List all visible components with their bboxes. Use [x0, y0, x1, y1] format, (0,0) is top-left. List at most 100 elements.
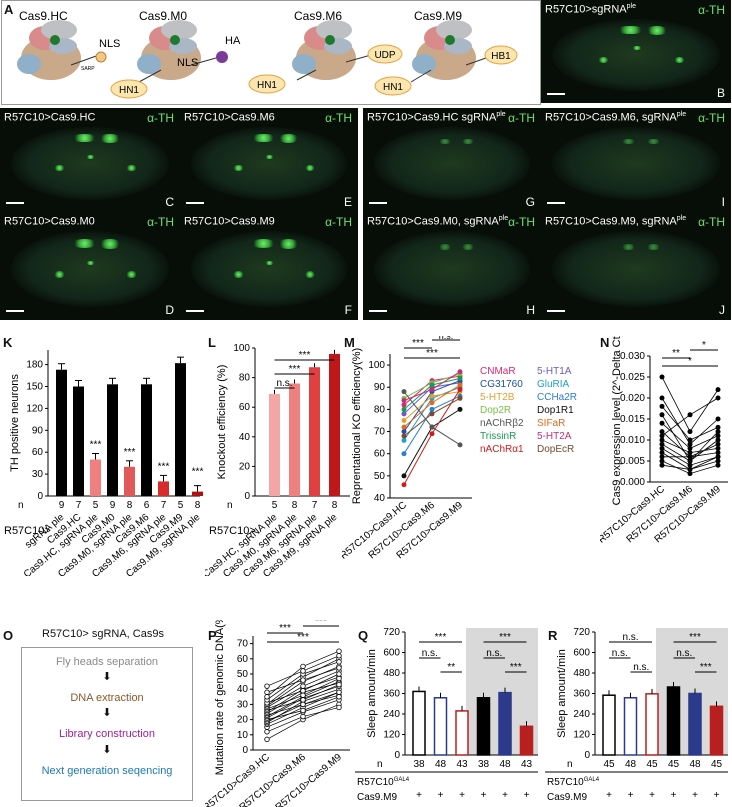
n-value: 8: [292, 500, 298, 511]
genotype-sign: +: [714, 790, 720, 801]
stain-label: α-TH: [698, 111, 725, 125]
cas9-domain: [17, 54, 41, 74]
y-tick-label: 120: [26, 403, 43, 414]
data-point: [715, 416, 721, 422]
stain-label: α-TH: [147, 215, 174, 229]
genotype-sign: +: [459, 805, 465, 807]
significance: n.s.: [633, 662, 649, 673]
significance: ***: [510, 662, 522, 673]
neuron-cluster: [437, 244, 452, 250]
y-tick-label: 60: [237, 654, 249, 665]
significance: n.s.: [612, 648, 628, 659]
step-2: DNA extraction: [70, 692, 144, 704]
data-point: [300, 697, 306, 703]
bar: [519, 725, 534, 756]
y-tick-label: 180: [26, 360, 43, 371]
panel-letter-m: M: [344, 335, 355, 350]
y-tick-label: 90: [374, 382, 386, 393]
micrograph-genotype: R57C10>Cas9.M6: [184, 111, 275, 124]
data-point: [659, 420, 665, 426]
linker: [70, 54, 100, 66]
data-point: [401, 411, 407, 417]
data-point: [687, 458, 693, 464]
data-point: [687, 466, 693, 472]
data-point: [687, 450, 693, 456]
legend-entry: GluRIA: [537, 379, 570, 390]
legend-entry: TrissinR: [480, 431, 516, 442]
significance: ***: [412, 338, 424, 349]
genotype-superscript: ple: [498, 215, 509, 222]
brain-tissue: [552, 126, 720, 200]
data-point: [336, 689, 342, 695]
data-point: [715, 450, 721, 456]
data-point: [401, 451, 407, 457]
y-tick-label: 80: [239, 373, 251, 384]
n-value: 5: [93, 500, 99, 511]
genotype-superscript: ple: [626, 3, 636, 10]
legend-entry: SIFaR: [537, 418, 565, 429]
y-axis-label: Sleep amount/min: [556, 649, 568, 738]
data-point: [264, 683, 270, 689]
legend-entry: CNMaR: [480, 366, 516, 377]
data-point: [336, 671, 342, 677]
y-tick-label: 150: [26, 382, 43, 393]
y-axis-label: Mutation rate of genomic DNA(%): [214, 620, 226, 775]
genotype-sign: -: [417, 805, 420, 807]
micrograph-genotype: R57C10>Cas9.M0: [4, 215, 95, 228]
significance: ***: [289, 364, 301, 375]
y-tick-label: 0: [37, 491, 43, 502]
scale-bar: [6, 310, 24, 312]
neuron-cluster: [86, 260, 96, 265]
neuron-cluster: [620, 244, 636, 250]
legend-entry: CG31760: [480, 379, 523, 390]
genotype-sign: +: [628, 790, 634, 801]
y-tick-label: 0.005: [620, 456, 645, 467]
cas9-domain: [325, 35, 335, 45]
bar: [289, 383, 300, 496]
n-value: 5: [178, 500, 184, 511]
y-tick-label: 360: [573, 689, 590, 700]
micrograph-letter: B: [716, 86, 725, 100]
bar: [602, 694, 616, 756]
micrograph-f: R57C10>Cas9.M9 α-TH F: [180, 212, 358, 320]
y-tick-label: 0.000: [620, 477, 645, 488]
data-point: [264, 729, 270, 735]
data-point: [300, 683, 306, 689]
genotype-sign: +: [606, 790, 612, 801]
y-tick-label: 0: [242, 745, 248, 756]
genotype-sign: +: [524, 805, 530, 807]
neuron-cluster: [265, 260, 275, 265]
data-point: [715, 454, 721, 460]
legend-entry: CCHa2R: [537, 392, 577, 403]
y-tick-label: 0.020: [620, 393, 645, 404]
data-point: [429, 400, 435, 406]
stain-label: α-TH: [147, 111, 174, 125]
genotype-sign: -: [607, 805, 610, 807]
data-point: [659, 450, 665, 456]
neuron-cluster: [632, 46, 642, 51]
scale-bar: [186, 310, 204, 312]
micrograph-letter: G: [525, 195, 535, 209]
n-value: 43: [456, 759, 468, 770]
data-point: [401, 417, 407, 423]
genotype-superscript: ple: [676, 111, 687, 118]
nls-label: NLS: [99, 38, 120, 50]
data-point: [659, 433, 665, 439]
data-point: [457, 369, 463, 375]
n-label: n: [377, 759, 383, 770]
hb1-tag-label: HB1: [491, 51, 511, 62]
neuron-cluster: [126, 271, 137, 278]
data-point: [300, 701, 306, 708]
y-tick-label: 720: [573, 627, 590, 638]
data-point: [715, 458, 721, 464]
micrograph-c: R57C10>Cas9.HC α-TH C: [0, 108, 180, 212]
data-point: [429, 411, 435, 417]
n-label: n: [567, 759, 573, 770]
y-tick-label: 60: [374, 449, 386, 460]
n-value: 45: [603, 759, 615, 770]
bar: [269, 393, 280, 496]
micrograph-b: R57C10>sgRNAple α-TH B: [541, 0, 731, 103]
genotype-text: R57C10>Cas9.M9: [184, 215, 275, 228]
data-point: [300, 663, 306, 670]
row-label: R57C10GAL4: [547, 777, 600, 788]
